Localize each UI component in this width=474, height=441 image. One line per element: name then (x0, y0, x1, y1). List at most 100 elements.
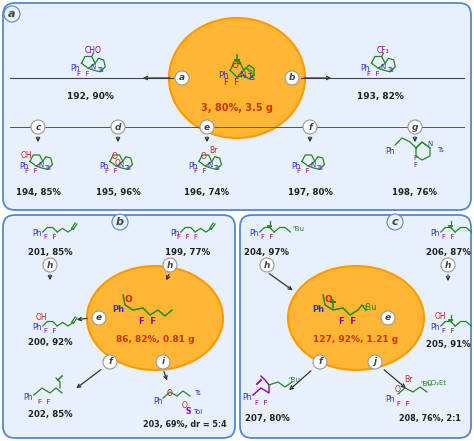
Text: F  F: F F (224, 78, 239, 87)
Text: O: O (182, 401, 188, 411)
Text: Ts: Ts (97, 67, 104, 73)
Circle shape (92, 311, 106, 325)
Text: 3, 80%, 3.5 g: 3, 80%, 3.5 g (201, 103, 273, 113)
Text: F  F: F F (297, 168, 310, 174)
Text: f: f (318, 358, 322, 366)
Text: Ph: Ph (171, 229, 180, 238)
Text: Ts: Ts (387, 67, 393, 73)
Circle shape (156, 355, 170, 369)
Text: a: a (8, 9, 16, 19)
Text: N: N (310, 161, 316, 168)
Circle shape (260, 258, 274, 272)
Text: O: O (395, 385, 401, 395)
Text: 199, 77%: 199, 77% (165, 247, 210, 257)
Text: b: b (116, 217, 124, 227)
Text: F  F: F F (261, 235, 273, 240)
Text: F  F: F F (25, 168, 38, 174)
Text: 204, 97%: 204, 97% (245, 247, 290, 257)
Text: N: N (381, 64, 386, 70)
Text: h: h (445, 261, 451, 269)
Text: F  F: F F (367, 71, 380, 76)
Text: ⁿBu: ⁿBu (292, 226, 304, 232)
Circle shape (4, 6, 20, 22)
Text: Ts: Ts (316, 165, 323, 171)
Text: ⁿBu: ⁿBu (421, 381, 433, 387)
Text: F: F (413, 155, 417, 161)
Text: F  F: F F (44, 235, 56, 240)
Text: S: S (185, 407, 191, 416)
Text: F  F: F F (38, 399, 50, 405)
Text: Ph: Ph (218, 71, 228, 80)
Text: 197, 80%: 197, 80% (288, 188, 332, 198)
Text: F  F: F F (194, 168, 207, 174)
Text: f: f (308, 123, 312, 131)
Text: Ts: Ts (246, 73, 255, 82)
Text: h: h (264, 261, 270, 269)
Circle shape (408, 120, 422, 134)
Text: 206, 87%: 206, 87% (426, 247, 470, 257)
Text: Ph: Ph (291, 162, 301, 171)
Text: Ph: Ph (70, 64, 80, 73)
Circle shape (387, 214, 403, 230)
Text: CHO: CHO (85, 46, 102, 55)
Text: ⁿBu: ⁿBu (473, 226, 474, 232)
Text: 200, 92%: 200, 92% (27, 337, 73, 347)
Text: Ph: Ph (242, 392, 252, 401)
Text: OH: OH (35, 313, 47, 321)
Ellipse shape (288, 266, 424, 370)
Text: F  F: F F (339, 318, 356, 326)
Text: F  F: F F (442, 235, 454, 240)
Text: 208, 76%, 2:1: 208, 76%, 2:1 (399, 414, 461, 422)
Text: Ph: Ph (99, 162, 109, 171)
Text: Ph: Ph (153, 397, 163, 407)
Circle shape (163, 258, 177, 272)
Circle shape (112, 214, 128, 230)
Text: 205, 91%: 205, 91% (426, 340, 470, 348)
Text: 194, 85%: 194, 85% (16, 188, 61, 198)
Text: Ph: Ph (23, 392, 33, 401)
Circle shape (285, 71, 299, 85)
Text: F  F: F F (77, 71, 90, 76)
Text: h: h (47, 261, 53, 269)
Text: Ph: Ph (360, 64, 369, 73)
Text: O: O (324, 295, 332, 304)
Text: 193, 82%: 193, 82% (356, 93, 403, 101)
Text: F  F: F F (255, 400, 267, 406)
Text: O: O (167, 389, 173, 397)
Circle shape (200, 120, 214, 134)
FancyBboxPatch shape (3, 215, 235, 438)
Text: 201, 85%: 201, 85% (27, 247, 73, 257)
Text: F  F: F F (105, 168, 118, 174)
Text: F  F  F: F F F (177, 235, 199, 240)
Circle shape (111, 120, 125, 134)
Text: Tol: Tol (193, 409, 202, 415)
Text: d: d (115, 123, 121, 131)
Text: OH: OH (20, 150, 32, 160)
Text: Ph: Ph (250, 229, 259, 238)
Text: a: a (179, 74, 185, 82)
Text: F  F: F F (397, 401, 409, 407)
Text: 202, 85%: 202, 85% (27, 411, 73, 419)
FancyBboxPatch shape (240, 215, 471, 438)
Text: Br: Br (404, 375, 412, 385)
Circle shape (381, 311, 395, 325)
Text: h: h (167, 261, 173, 269)
Text: O: O (124, 295, 132, 304)
Text: Ph: Ph (431, 323, 440, 333)
Text: ⁿBu: ⁿBu (363, 303, 377, 313)
Text: e: e (385, 314, 391, 322)
Circle shape (175, 71, 189, 85)
Text: F  F: F F (442, 329, 454, 334)
Text: Ts: Ts (213, 165, 220, 171)
Text: e: e (204, 123, 210, 131)
Text: f: f (108, 358, 112, 366)
Text: Ph: Ph (112, 306, 124, 314)
Text: Ph: Ph (431, 229, 440, 238)
Text: 196, 74%: 196, 74% (184, 188, 229, 198)
Text: O: O (232, 61, 239, 70)
Text: j: j (374, 358, 376, 366)
Ellipse shape (87, 266, 223, 370)
Circle shape (103, 355, 117, 369)
Text: Ph: Ph (385, 396, 395, 404)
Circle shape (368, 355, 382, 369)
